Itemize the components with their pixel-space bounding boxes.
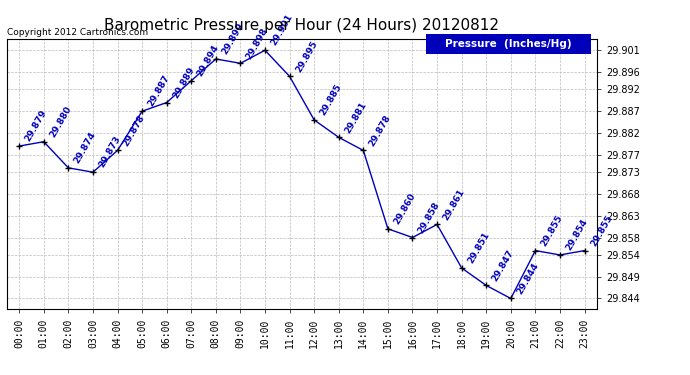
- Text: Copyright 2012 Cartronics.com: Copyright 2012 Cartronics.com: [7, 28, 148, 37]
- Text: 29.898: 29.898: [244, 26, 270, 60]
- Text: 29.851: 29.851: [466, 231, 491, 265]
- Text: 29.881: 29.881: [343, 100, 368, 135]
- Text: 29.873: 29.873: [97, 135, 122, 170]
- Text: 29.899: 29.899: [220, 21, 246, 56]
- Text: 29.860: 29.860: [392, 192, 417, 226]
- Text: 29.887: 29.887: [146, 74, 172, 108]
- Text: 29.889: 29.889: [171, 65, 196, 100]
- Text: 29.901: 29.901: [269, 13, 295, 48]
- Text: 29.878: 29.878: [368, 113, 393, 148]
- Title: Barometric Pressure per Hour (24 Hours) 20120812: Barometric Pressure per Hour (24 Hours) …: [104, 18, 500, 33]
- Text: 29.894: 29.894: [195, 43, 221, 78]
- Text: 29.855: 29.855: [540, 213, 564, 248]
- Text: 29.858: 29.858: [417, 200, 442, 235]
- Text: 29.880: 29.880: [48, 105, 73, 139]
- Text: 29.844: 29.844: [515, 261, 540, 296]
- Text: 29.885: 29.885: [318, 82, 344, 117]
- Text: 29.861: 29.861: [441, 187, 466, 222]
- Text: 29.855: 29.855: [589, 213, 614, 248]
- Text: 29.874: 29.874: [72, 130, 98, 165]
- Text: 29.854: 29.854: [564, 217, 589, 252]
- Text: 29.847: 29.847: [491, 248, 515, 283]
- Text: 29.879: 29.879: [23, 108, 49, 143]
- Text: 29.895: 29.895: [294, 39, 319, 74]
- Text: 29.878: 29.878: [121, 113, 147, 148]
